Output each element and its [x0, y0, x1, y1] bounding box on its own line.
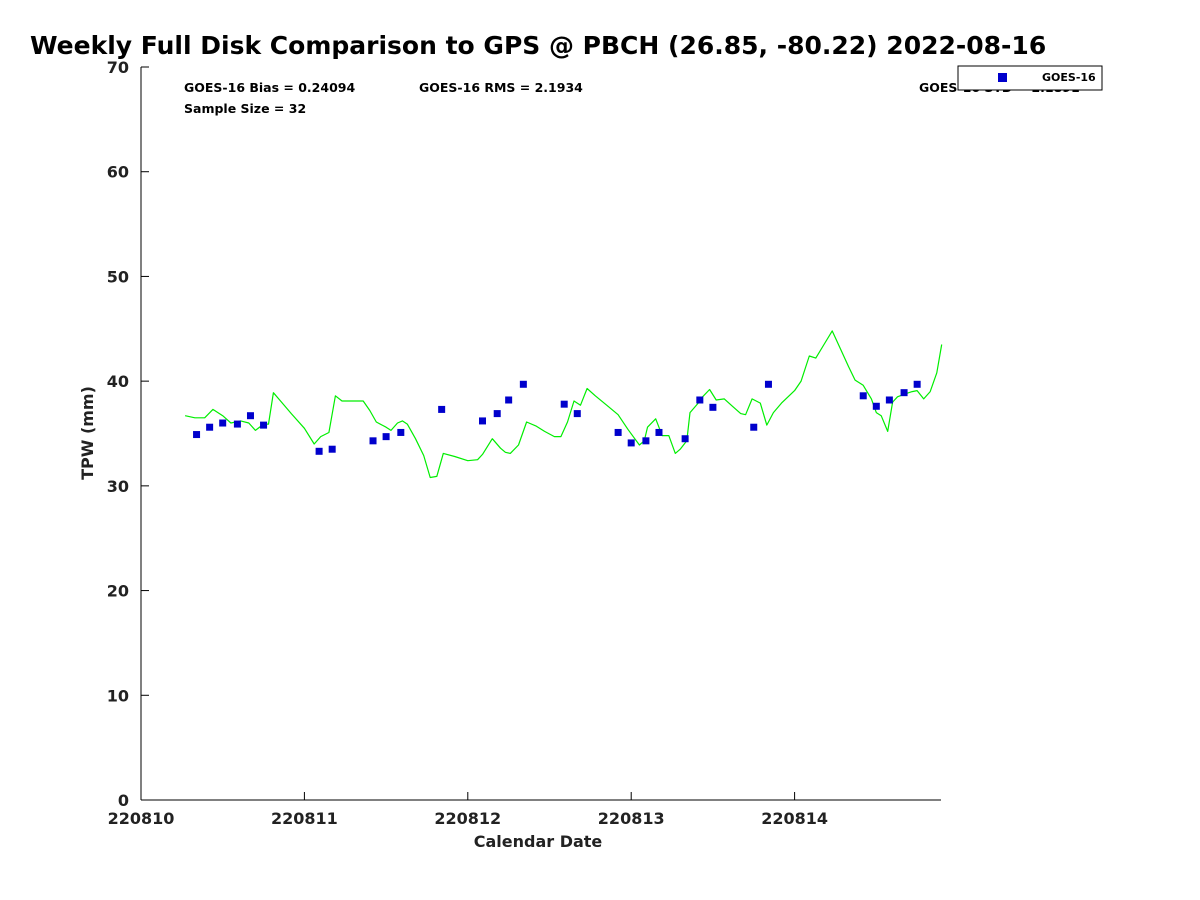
x-tick-label: 220811 — [271, 809, 338, 828]
legend-label: GOES-16 — [1042, 71, 1096, 84]
goes-16-marker — [206, 423, 214, 431]
x-tick-label: 220810 — [108, 809, 175, 828]
goes-16-marker — [859, 392, 867, 400]
goes-16-marker — [764, 380, 772, 388]
goes-16-marker — [655, 428, 663, 436]
goes-16-marker — [900, 389, 908, 397]
chart-title: Weekly Full Disk Comparison to GPS @ PBC… — [30, 31, 1046, 60]
rms-stat: GOES-16 RMS = 2.1934 — [419, 80, 583, 95]
goes-16-marker — [560, 400, 568, 408]
y-tick-label: 30 — [107, 477, 129, 496]
y-tick-label: 0 — [118, 791, 129, 810]
sample-size-stat: Sample Size = 32 — [184, 101, 306, 116]
y-tick-label: 60 — [107, 163, 129, 182]
goes-16-marker — [438, 405, 446, 413]
y-tick-label: 20 — [107, 582, 129, 601]
goes-16-marker — [493, 410, 501, 418]
goes-16-marker — [627, 439, 635, 447]
goes-16-marker — [885, 396, 893, 404]
goes-16-marker — [328, 445, 336, 453]
goes-16-marker — [696, 396, 704, 404]
goes-16-marker — [709, 403, 717, 411]
goes-16-marker — [913, 380, 921, 388]
x-tick-label: 220814 — [761, 809, 828, 828]
goes-16-marker — [872, 402, 880, 410]
legend-marker — [998, 73, 1007, 82]
goes-16-marker — [233, 420, 241, 428]
marker-layer — [193, 380, 921, 455]
y-tick-label: 70 — [107, 58, 129, 77]
gps-line — [184, 330, 943, 479]
goes-16-marker — [369, 437, 377, 445]
goes-16-marker — [681, 435, 689, 443]
y-axis-label: TPW (mm) — [78, 386, 97, 480]
y-tick-label: 50 — [107, 267, 129, 286]
goes-16-marker — [573, 410, 581, 418]
goes-16-marker — [479, 417, 487, 425]
line-layer — [184, 330, 943, 479]
x-axis-label: Calendar Date — [474, 832, 603, 851]
goes-16-marker — [382, 433, 390, 441]
axes: 0 10 20 30 40 50 60 70 220810 220811 220812 220813 2… — [107, 58, 941, 828]
goes-16-marker — [750, 423, 758, 431]
goes-16-marker — [642, 437, 650, 445]
goes-16-marker — [315, 447, 323, 455]
goes-16-marker — [193, 431, 201, 439]
goes-16-marker — [397, 428, 405, 436]
x-tick-label: 220813 — [598, 809, 665, 828]
goes-16-marker — [614, 428, 622, 436]
goes-16-marker — [219, 419, 227, 427]
y-tick-label: 40 — [107, 372, 129, 391]
goes-16-marker — [246, 412, 254, 420]
x-tick-label: 220812 — [434, 809, 501, 828]
goes-16-marker — [519, 380, 527, 388]
goes-16-marker — [260, 421, 268, 429]
legend-box — [957, 65, 1103, 91]
goes-16-marker — [505, 396, 513, 404]
bias-stat: GOES-16 Bias = 0.24094 — [184, 80, 355, 95]
y-tick-label: 10 — [107, 686, 129, 705]
legend: GOES-16 — [957, 65, 1103, 91]
